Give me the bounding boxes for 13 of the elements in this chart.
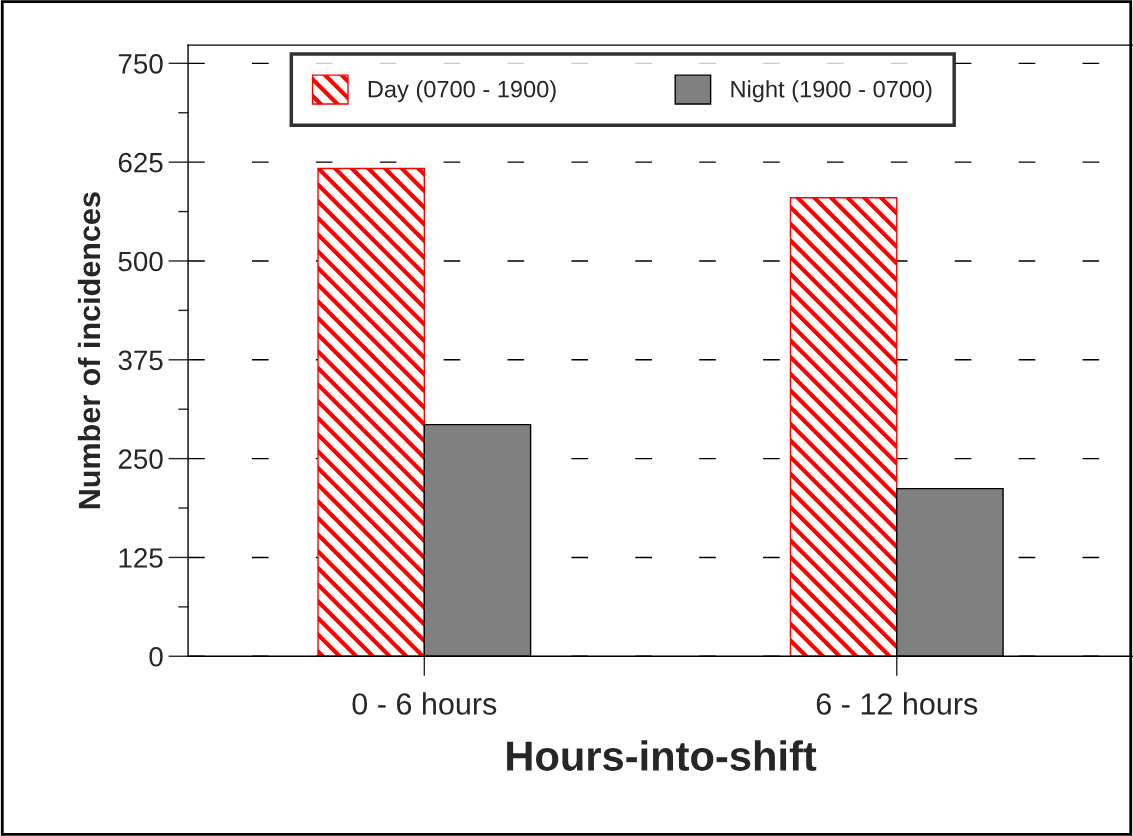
y-tick-label: 500 — [118, 251, 163, 272]
x-axis-title: Hours-into-shift — [507, 740, 817, 771]
legend-label: Day (0700 - 1900) — [368, 80, 556, 103]
y-axis-title: Number of incidences — [77, 192, 101, 509]
legend-label: Night (1900 - 0700) — [731, 80, 932, 103]
y-tick-label: 375 — [118, 350, 163, 371]
y-tick-label: 750 — [118, 54, 163, 74]
y-tick-label: 625 — [118, 152, 163, 173]
y-tick-label: 250 — [118, 449, 163, 469]
x-tick-label: 0 - 6 hours — [352, 692, 497, 715]
y-tick-label: 125 — [119, 548, 163, 568]
y-tick-label: 0 — [149, 646, 163, 667]
x-tick-label: 6 - 12 hours — [816, 692, 978, 715]
